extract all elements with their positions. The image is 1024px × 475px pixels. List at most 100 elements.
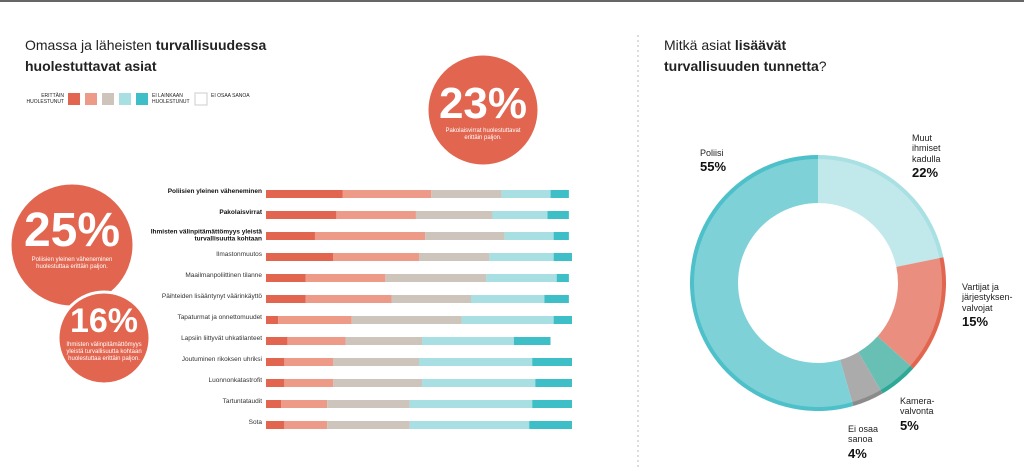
bar-segment (501, 190, 551, 198)
slice-value: 5% (900, 418, 919, 433)
callout-circle (56, 290, 152, 386)
bar-segment (409, 400, 533, 408)
category-label: Luonnonkatastrofit (208, 377, 262, 385)
bar-segment (568, 274, 572, 282)
bar-segment (266, 211, 337, 219)
bar-segment (351, 316, 462, 324)
slice-value: 15% (962, 314, 989, 329)
callout-number: 23% (438, 79, 528, 128)
bar-segment (287, 337, 346, 345)
bar-segment (568, 295, 572, 303)
bar-segment (284, 358, 334, 366)
callout-text: Pakolaisvirrat huolestuttavat erittäin p… (445, 128, 521, 141)
legend-swatch (85, 93, 97, 105)
bar-segment (342, 190, 432, 198)
legend-label: EI LAINKAAN HUOLESTUNUT (152, 93, 190, 106)
bar-segment (556, 274, 569, 282)
bar-segment (281, 400, 328, 408)
slice-value: 55% (700, 159, 727, 174)
bar-segment (532, 358, 572, 366)
bar-segment (550, 190, 569, 198)
title-part: ? (819, 58, 827, 74)
donut-slice (690, 155, 854, 411)
bar-segment (419, 358, 533, 366)
bar-segment (568, 211, 572, 219)
callout-number: 25% (23, 204, 121, 257)
bar-segment (284, 379, 334, 387)
bar-segment (489, 253, 554, 261)
bar-segment (333, 253, 419, 261)
bar-segment (553, 232, 569, 240)
slice-label: Poliisi (700, 148, 724, 158)
bar-segment (266, 295, 306, 303)
bar-segment (333, 379, 423, 387)
bar-segment (327, 400, 410, 408)
bar-segment (504, 232, 554, 240)
category-label: Päihteiden lisääntynyt väärinkäyttö (161, 293, 262, 301)
bar-segment (266, 421, 285, 429)
category-label: Joutuminen rikoksen uhriksi (181, 356, 262, 364)
bar-segment (486, 274, 557, 282)
bar-segment (553, 316, 572, 324)
bar-segment (336, 211, 416, 219)
legend-swatch (194, 92, 208, 106)
legend-swatch (68, 93, 80, 105)
bar-segment (532, 400, 572, 408)
bar-segment (529, 421, 572, 429)
donut-title: Mitkä asiat lisäävät turvallisuuden tunn… (664, 37, 827, 74)
bar-segment (431, 190, 502, 198)
legend-label: ERITTÄIN HUOLESTUNUT (26, 93, 64, 106)
bar-segment (535, 379, 572, 387)
category-label: Tapaturmat ja onnettomuudet (177, 314, 262, 322)
bar-segment (305, 295, 392, 303)
donut-inner-tint (694, 159, 942, 407)
slice-label: Kamera-valvonta (900, 396, 935, 417)
bar-segment (314, 232, 426, 240)
bar-segment (513, 337, 551, 345)
donut-slice (858, 336, 914, 394)
bar-segment (492, 211, 548, 219)
bar-segment (266, 400, 282, 408)
bar-segment (278, 316, 352, 324)
bar-segment (553, 253, 572, 261)
bar-title: Omassa ja läheisten turvallisuudessa huo… (25, 37, 270, 74)
bar-segment (422, 379, 536, 387)
legend-label: EI OSAA SANOA (211, 93, 250, 99)
title-part: turvallisuuden tunnetta (664, 58, 819, 74)
bar-segment (471, 295, 545, 303)
bar-segment (327, 421, 410, 429)
bar-segment (568, 232, 572, 240)
legend-swatch (136, 93, 148, 105)
bar-segment (547, 211, 569, 219)
bar-segment (266, 274, 306, 282)
bar-segment (550, 337, 572, 345)
callout-text: Ihmisten välinpitämättömyys yleistä turv… (66, 342, 142, 362)
category-label: Sota (248, 419, 262, 427)
bar-segment (345, 337, 423, 345)
slice-label: Ei osaa sanoa (848, 424, 879, 445)
category-label: Lapsiin liittyvät uhkatilanteet (181, 335, 262, 343)
title-part: turvallisuudessa (156, 37, 267, 53)
category-label: Tartuntataudit (222, 398, 262, 406)
slice-label: Vartijat ja järjestyksen-valvojat (962, 282, 1013, 313)
title-part: huolestuttavat asiat (25, 58, 157, 74)
bar-segment (425, 232, 505, 240)
bar-segment (266, 253, 334, 261)
donut-slice (877, 257, 946, 369)
bar-segment (422, 337, 514, 345)
category-label: Poliisien yleinen väheneminen (167, 188, 262, 196)
bar-segment (266, 316, 279, 324)
category-label: Pakolaisvirrat (219, 209, 262, 217)
category-label: Ilmastonmuutos (216, 251, 262, 259)
bar-segment (266, 337, 288, 345)
bar-segment (266, 358, 285, 366)
bar-segment (419, 253, 490, 261)
bar-segment (305, 274, 386, 282)
bar-segment (266, 232, 315, 240)
slice-label: Muut ihmiset kadulla (912, 133, 941, 164)
bar-segment (415, 211, 493, 219)
category-label: Ihmisten välinpitämättömyys yleistä turv… (150, 228, 262, 243)
bar-segment (333, 358, 419, 366)
